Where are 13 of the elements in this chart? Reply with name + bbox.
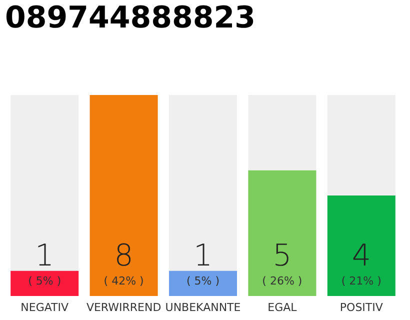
x-tick-label: UNBEKANNTE	[165, 301, 241, 314]
x-tick-label: NEGATIV	[20, 301, 69, 314]
bar	[10, 270, 79, 296]
x-tick-label: VERWIRREND	[86, 301, 162, 314]
data-label: 1 ( 5% )	[28, 238, 62, 288]
data-label: 4 ( 21% )	[341, 238, 382, 288]
data-label: 5 ( 26% )	[262, 238, 302, 288]
chart-title: 089744888823	[5, 0, 256, 36]
data-label: 8 ( 42% )	[104, 238, 144, 288]
x-tick-label: POSITIV	[340, 301, 384, 314]
bar	[169, 270, 237, 296]
x-tick-label: EGAL	[268, 301, 298, 314]
data-label: 1 ( 5% )	[186, 238, 220, 288]
